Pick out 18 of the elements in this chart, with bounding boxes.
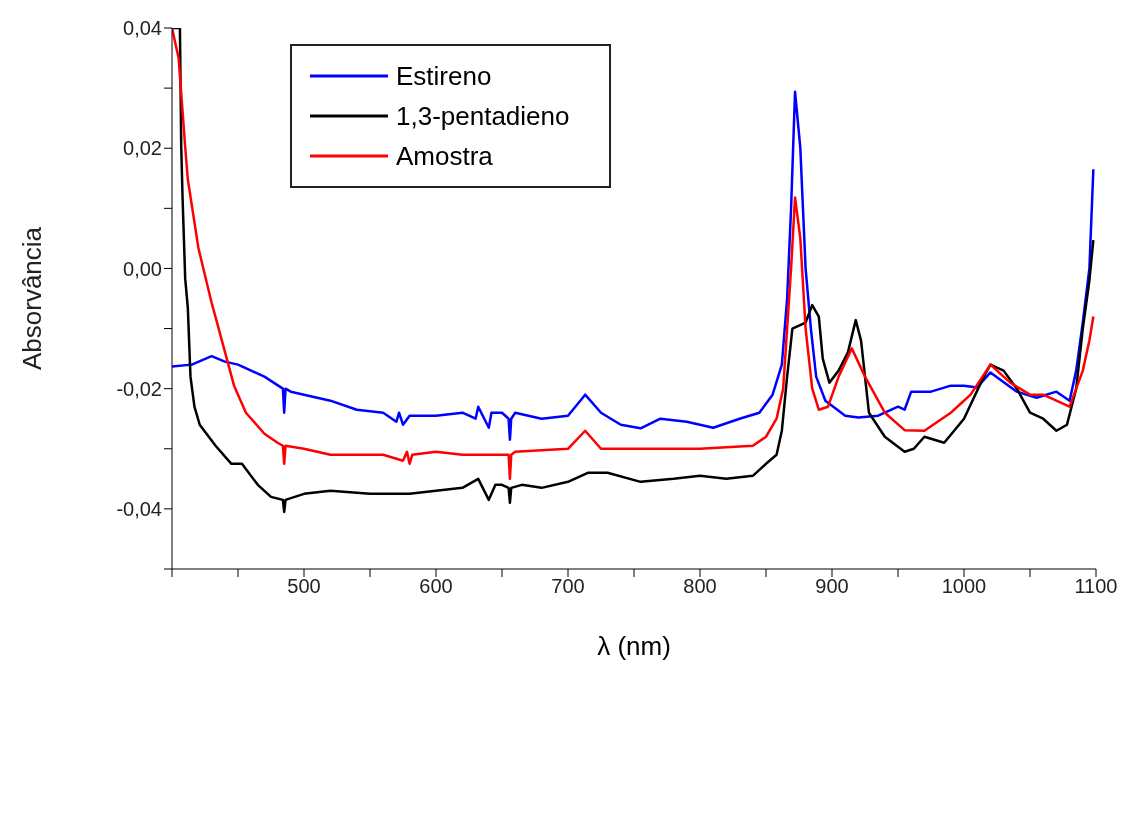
x-tick-label: 800 — [683, 575, 717, 598]
line-series — [172, 90, 1095, 442]
x-tick-label: 900 — [815, 575, 849, 598]
legend-label: Amostra — [396, 140, 493, 173]
y-axis-title: Absorvância — [17, 226, 48, 371]
x-tick-label: 600 — [419, 575, 453, 598]
y-tick-label: -0,02 — [116, 377, 162, 400]
legend-label: Estireno — [396, 60, 492, 93]
y-tick-label: -0,04 — [116, 497, 162, 520]
x-tick-label: 1100 — [1074, 575, 1118, 598]
x-tick-label: 700 — [551, 575, 585, 598]
x-tick-label: 1000 — [941, 575, 987, 598]
y-tick-label: 0,04 — [123, 17, 162, 40]
x-axis-title: λ (nm) — [597, 631, 671, 661]
y-tick-label: 0,02 — [123, 137, 162, 160]
x-tick-label: 500 — [287, 575, 321, 598]
legend-label: 1,3-pentadieno — [396, 100, 570, 133]
y-tick-label: 0,00 — [123, 257, 162, 280]
